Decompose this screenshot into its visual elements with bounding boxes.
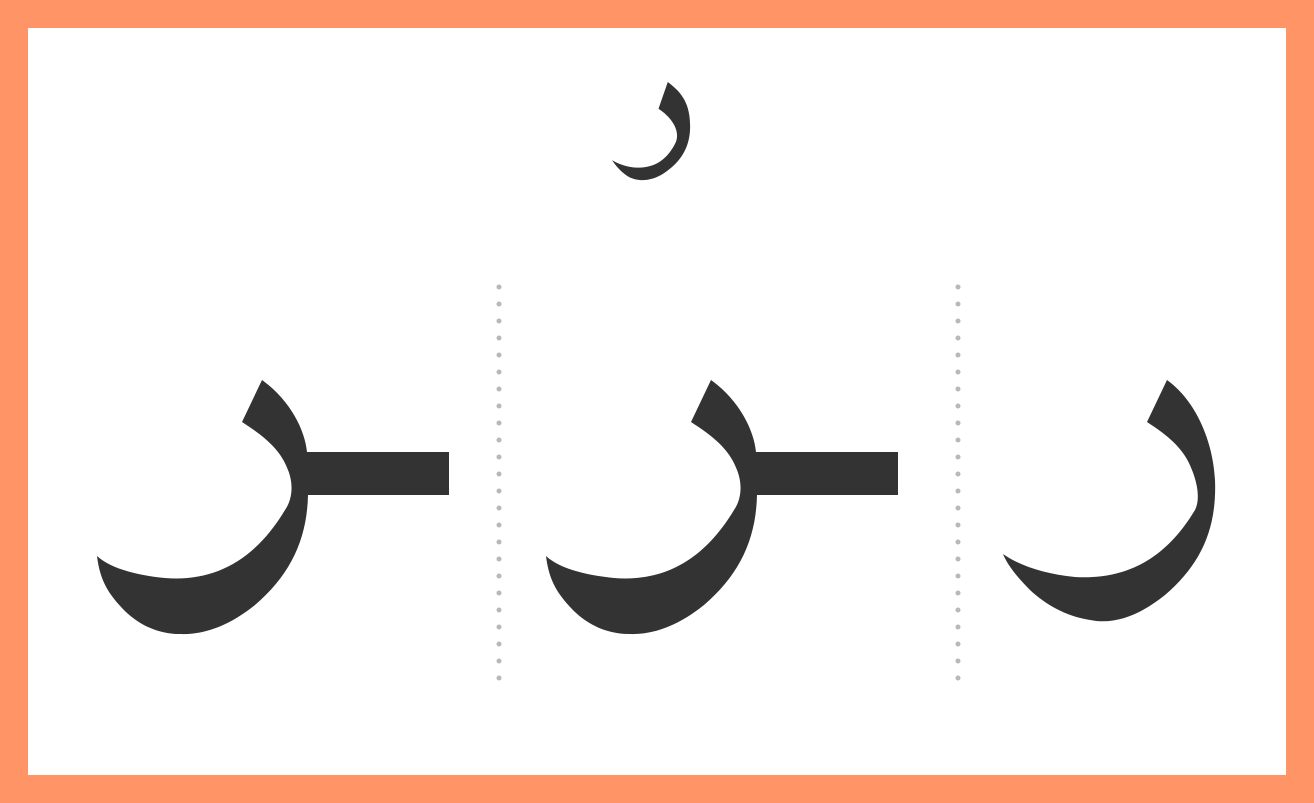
letter-form-final-text: ـر — [99, 399, 102, 401]
isolated-letter-text: ر — [611, 82, 613, 83]
letter-form-final: ـر — [97, 380, 449, 635]
letter-form-initial: ر — [1003, 380, 1216, 622]
isolated-letter: ر — [611, 82, 691, 181]
letter-form-initial-text: ر — [1009, 400, 1011, 401]
letter-form-medial-text: ـر — [549, 399, 552, 401]
letter-form-medial: ـر — [546, 380, 898, 635]
